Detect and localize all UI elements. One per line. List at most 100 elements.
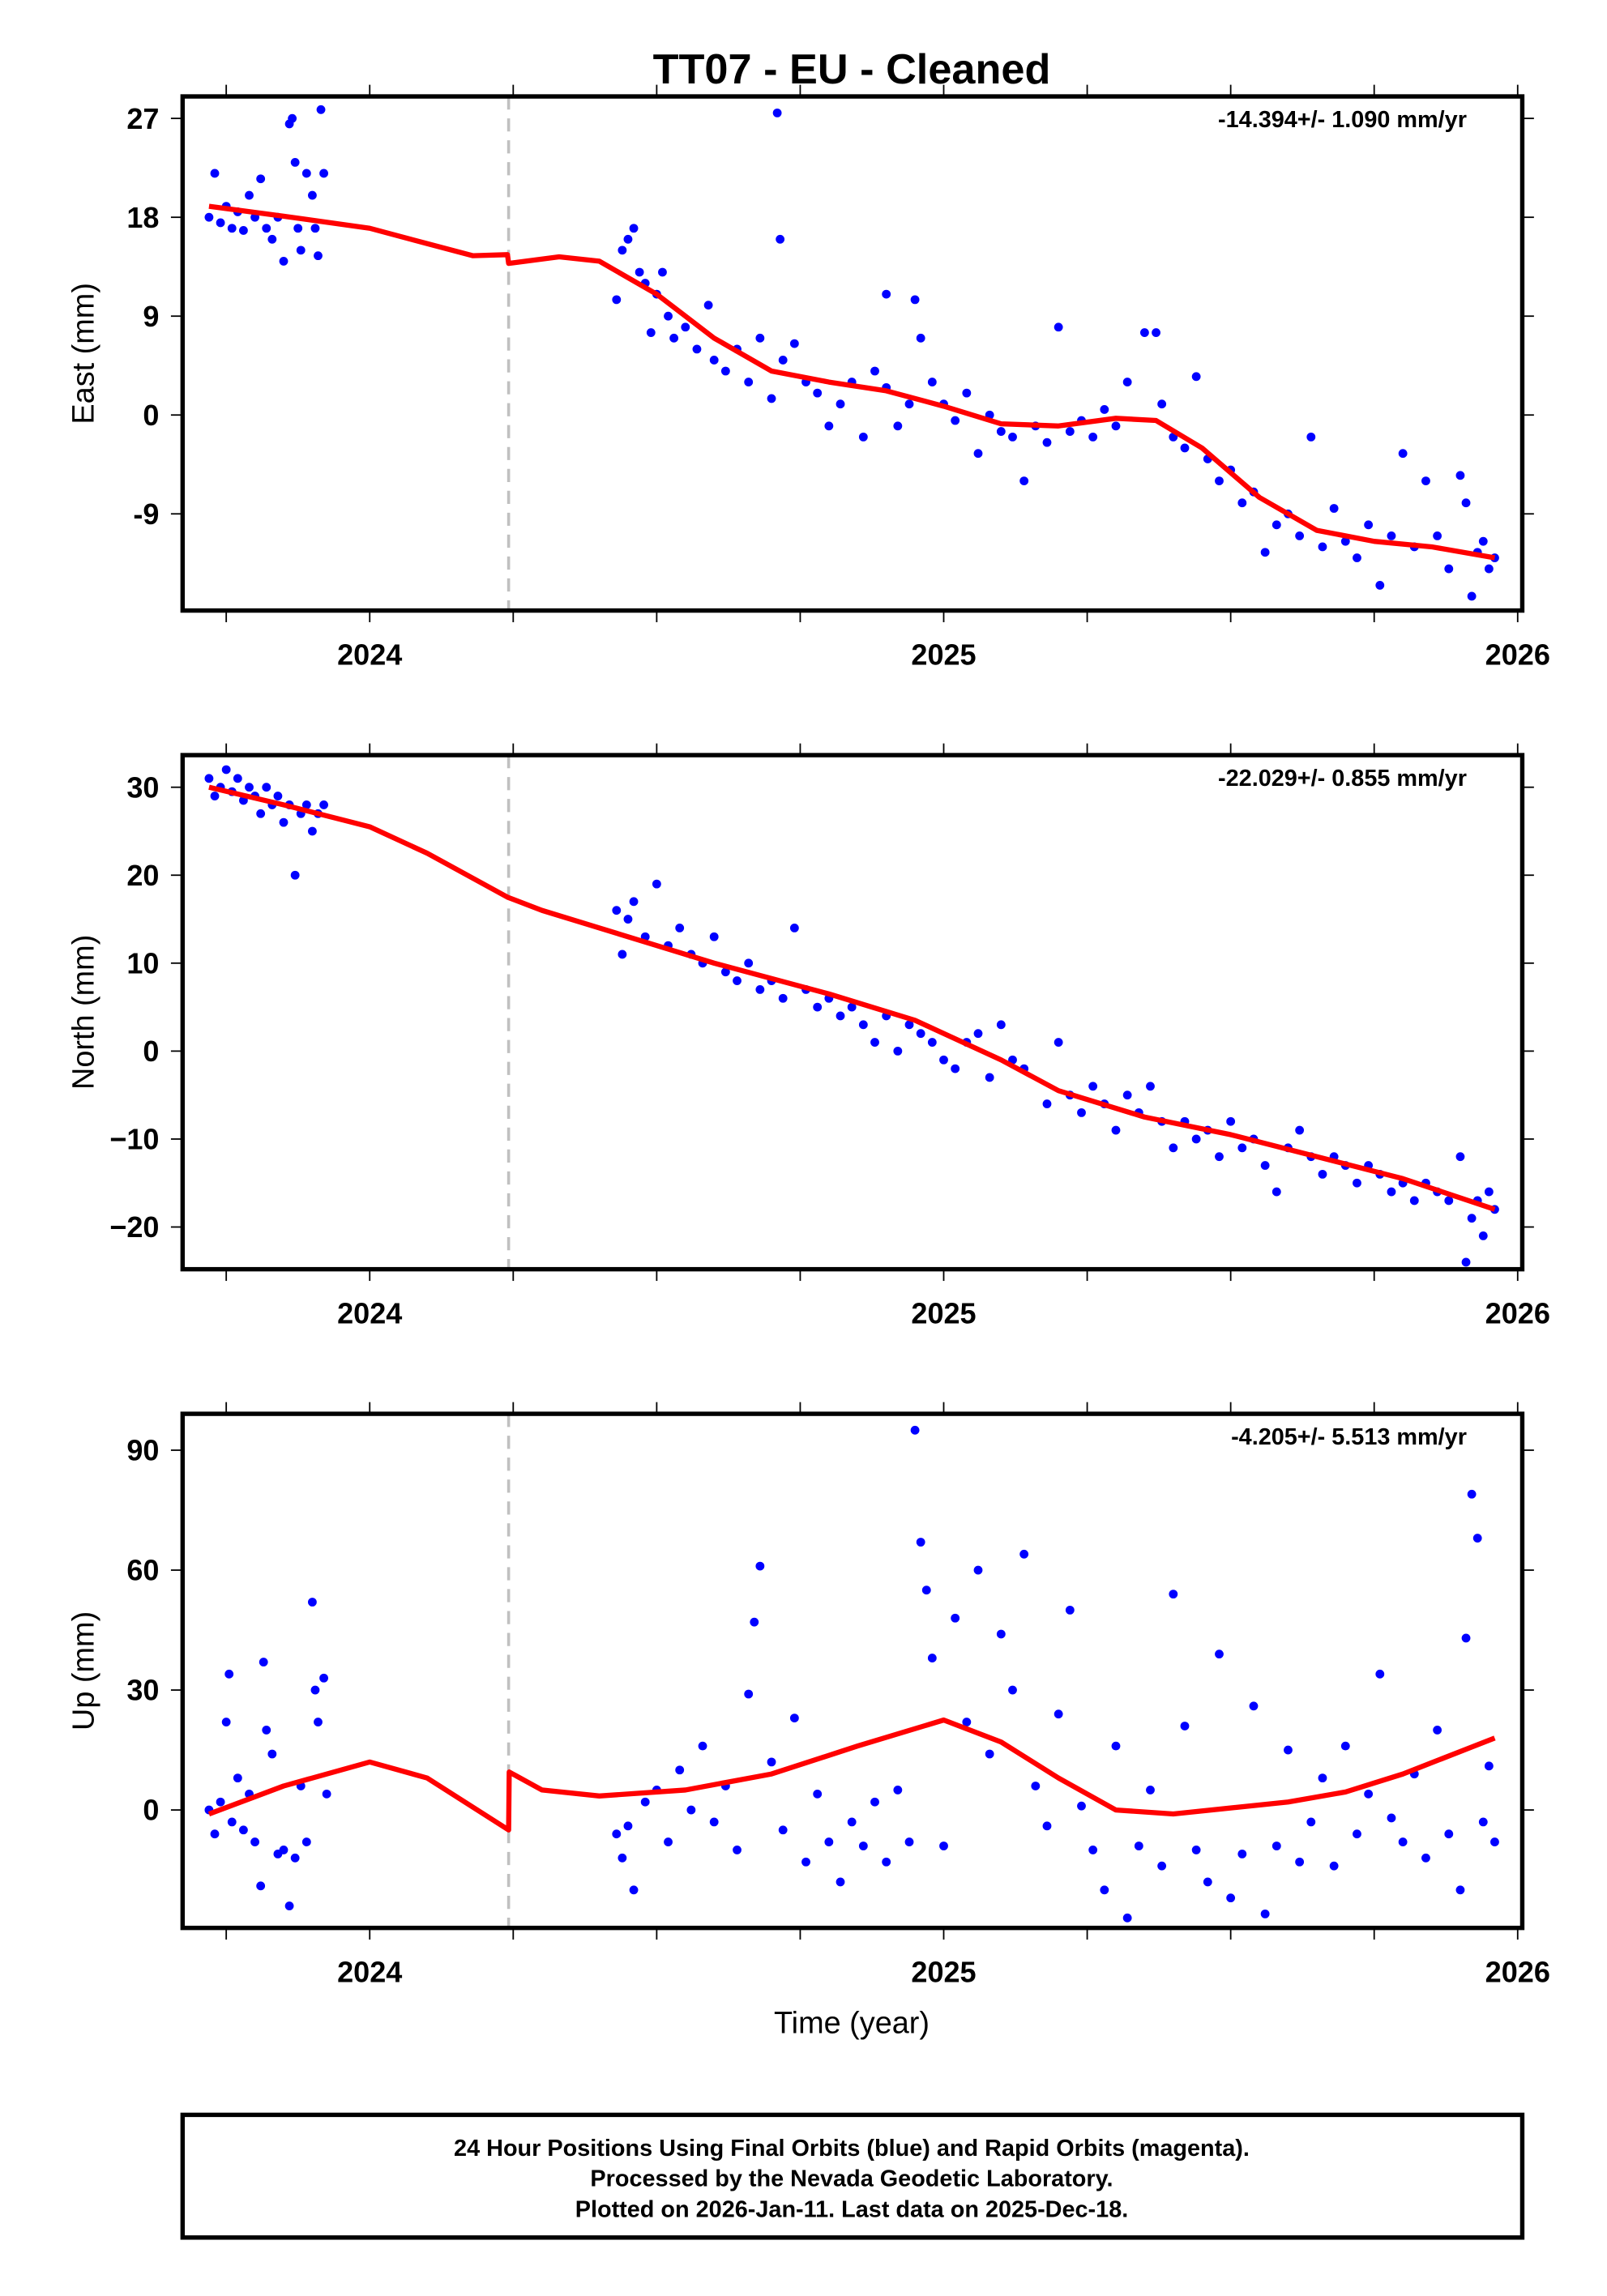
- north-data-point: [927, 1038, 937, 1047]
- east-data-point: [1260, 548, 1270, 557]
- footer-box: 24 Hour Positions Using Final Orbits (bl…: [180, 2112, 1525, 2240]
- north-data-point: [618, 950, 627, 959]
- north-data-point: [1409, 1196, 1419, 1206]
- north-data-point: [755, 984, 765, 994]
- up-data-point: [1203, 1877, 1212, 1887]
- north-velocity-annotation: -22.029+/- 0.855 mm/yr: [1218, 766, 1467, 792]
- up-data-point: [1122, 1913, 1132, 1923]
- y-tick-label: 30: [126, 770, 159, 804]
- up-data-point: [319, 1673, 328, 1683]
- up-data-point: [744, 1689, 754, 1699]
- east-data-point: [1387, 531, 1396, 540]
- up-data-point: [973, 1565, 983, 1575]
- east-data-point: [776, 234, 785, 244]
- north-data-point: [1271, 1187, 1281, 1197]
- up-data-point: [910, 1425, 920, 1435]
- east-data-point: [635, 267, 644, 277]
- north-data-point: [308, 826, 317, 836]
- east-data-point: [910, 295, 920, 305]
- north-data-point: [836, 1011, 845, 1021]
- east-data-point: [629, 224, 639, 233]
- north-data-point: [1444, 1196, 1454, 1206]
- north-data-point: [1146, 1082, 1155, 1091]
- east-plot-frame: [180, 94, 1525, 613]
- east-data-point: [612, 295, 622, 305]
- up-data-point: [733, 1846, 742, 1854]
- east-data-point: [664, 311, 673, 321]
- east-data-point: [778, 356, 788, 365]
- north-data-point: [1054, 1038, 1063, 1047]
- up-data-point: [1157, 1861, 1167, 1871]
- east-data-point: [623, 234, 633, 244]
- up-data-point: [1065, 1605, 1075, 1615]
- north-data-point: [709, 932, 719, 941]
- up-data-point: [1295, 1857, 1305, 1867]
- up-data-point: [1284, 1745, 1293, 1755]
- north-data-point: [1260, 1161, 1270, 1170]
- east-data-point: [1008, 432, 1017, 442]
- east-data-point: [951, 416, 960, 425]
- up-data-point: [813, 1789, 823, 1799]
- up-data-point: [310, 1685, 320, 1695]
- north-data-point: [623, 915, 633, 924]
- north-data-point: [1226, 1116, 1236, 1126]
- up-data-point: [921, 1585, 931, 1595]
- up-data-point: [1226, 1893, 1236, 1903]
- east-data-point: [1364, 520, 1374, 530]
- north-data-point: [319, 800, 328, 809]
- east-data-point: [1191, 372, 1201, 382]
- up-data-point: [709, 1817, 719, 1827]
- east-data-point: [973, 449, 983, 459]
- up-data-point: [755, 1561, 765, 1571]
- up-data-point: [767, 1757, 776, 1767]
- east-data-point: [1461, 498, 1471, 508]
- up-data-point: [1353, 1829, 1361, 1839]
- north-data-point: [939, 1055, 948, 1065]
- east-data-point: [772, 108, 782, 117]
- up-data-point: [1215, 1649, 1224, 1659]
- north-panel: 30 20 10 0 −10 −20 2024 2025 2026 North (mm) -22.0…: [66, 743, 1550, 1329]
- east-data-point: [245, 190, 254, 200]
- east-data-point: [308, 190, 317, 200]
- north-data-point: [301, 800, 311, 809]
- north-data-point: [973, 1029, 983, 1039]
- up-data-point: [1421, 1853, 1430, 1863]
- north-data-point: [256, 809, 266, 818]
- north-data-point: [1353, 1178, 1361, 1188]
- x-axis-label: Time (year): [774, 2006, 930, 2040]
- east-data-point: [256, 174, 266, 184]
- north-data-point: [813, 1002, 823, 1012]
- east-data-point: [692, 344, 702, 354]
- east-data-point: [927, 378, 937, 386]
- up-data-point: [267, 1749, 277, 1759]
- north-data-point: [870, 1038, 879, 1047]
- up-data-point: [927, 1654, 937, 1662]
- east-data-point: [204, 212, 214, 222]
- x-tick-label: 2025: [911, 1955, 976, 1988]
- up-plot-frame: [180, 1411, 1525, 1931]
- north-data-point: [204, 774, 214, 783]
- up-data-point: [1490, 1837, 1499, 1846]
- east-data-point: [1421, 476, 1430, 486]
- north-data-point: [985, 1073, 994, 1082]
- y-tick-label: 60: [126, 1554, 159, 1587]
- east-data-point: [1306, 432, 1316, 442]
- east-data-point: [1340, 536, 1350, 546]
- east-data-point: [744, 378, 754, 386]
- north-data-point: [720, 967, 730, 977]
- up-data-point: [1008, 1685, 1017, 1695]
- east-data-point: [1375, 581, 1385, 590]
- north-data-point: [290, 870, 300, 880]
- east-data-point: [227, 224, 237, 233]
- up-panel: 90 60 30 0 2024 2025 2026 Up (mm) -4.205+/- 5.51…: [66, 1402, 1550, 1988]
- up-data-point: [1134, 1841, 1143, 1850]
- north-data-point: [279, 817, 288, 827]
- up-data-point: [824, 1837, 834, 1846]
- y-tick-label: 30: [126, 1674, 159, 1707]
- north-data-point: [789, 923, 799, 932]
- east-data-point: [1100, 405, 1109, 414]
- x-tick-label: 2025: [911, 638, 976, 671]
- up-data-point: [1180, 1722, 1190, 1731]
- up-data-point: [1042, 1821, 1052, 1831]
